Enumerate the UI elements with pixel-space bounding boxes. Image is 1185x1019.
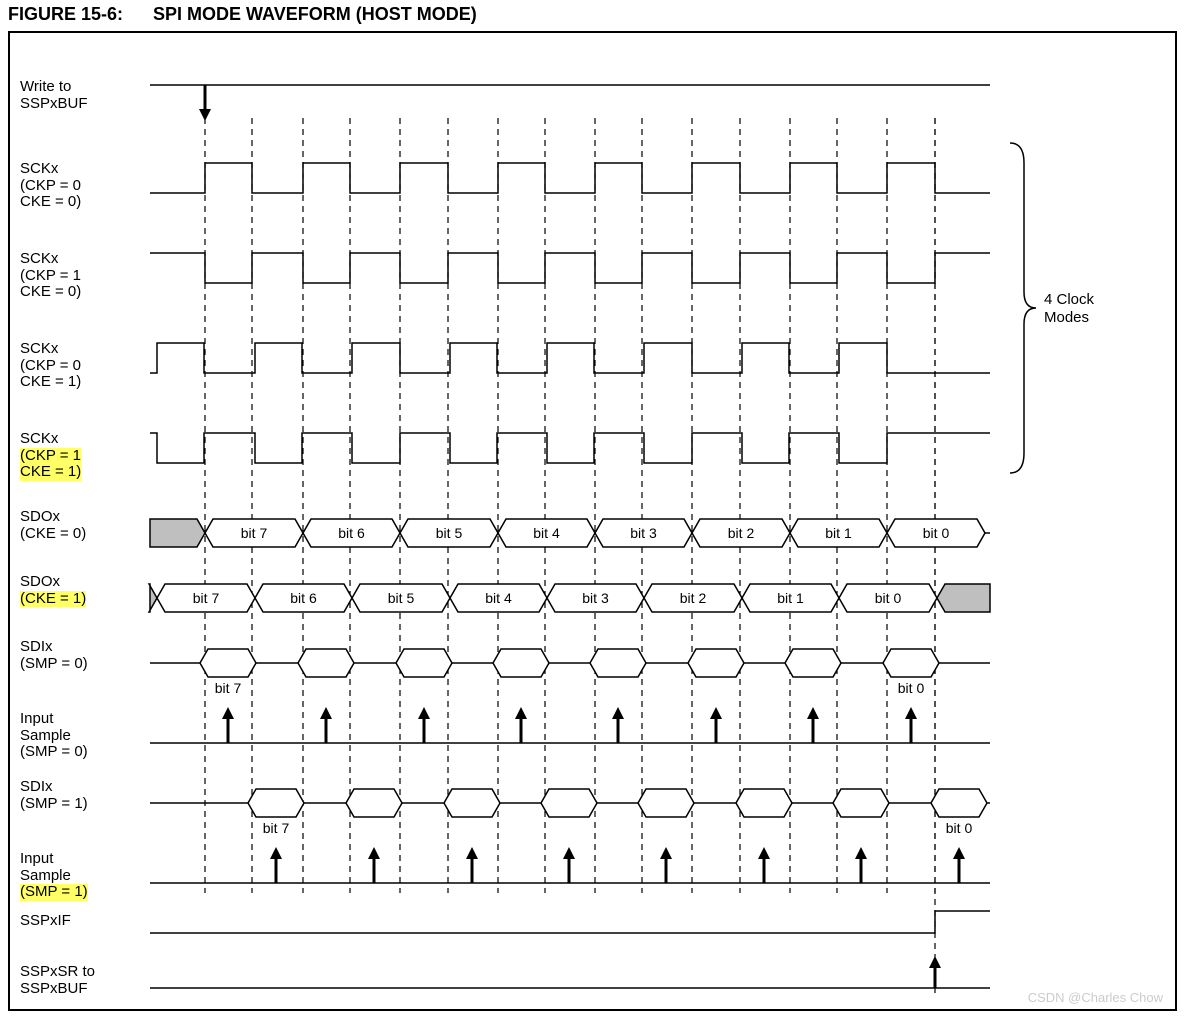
svg-text:bit 3: bit 3 xyxy=(582,590,609,606)
svg-text:bit 7: bit 7 xyxy=(215,680,242,696)
figure-frame: Write toSSPxBUFSCKx(CKP = 0CKE = 0)SCKx(… xyxy=(8,31,1177,1011)
svg-text:bit 1: bit 1 xyxy=(825,525,852,541)
svg-text:bit 6: bit 6 xyxy=(290,590,317,606)
svg-text:bit 5: bit 5 xyxy=(436,525,463,541)
svg-text:bit 6: bit 6 xyxy=(338,525,365,541)
watermark: CSDN @Charles Chow xyxy=(1028,990,1163,1005)
svg-text:bit 3: bit 3 xyxy=(630,525,657,541)
svg-text:bit 0: bit 0 xyxy=(875,590,902,606)
svg-text:bit 5: bit 5 xyxy=(388,590,415,606)
svg-text:bit 4: bit 4 xyxy=(485,590,512,606)
svg-text:bit 2: bit 2 xyxy=(728,525,755,541)
svg-text:bit 7: bit 7 xyxy=(241,525,268,541)
figure-title: FIGURE 15-6: SPI MODE WAVEFORM (HOST MOD… xyxy=(0,0,1185,29)
svg-text:bit 1: bit 1 xyxy=(777,590,804,606)
svg-text:bit 0: bit 0 xyxy=(923,525,950,541)
svg-text:Modes: Modes xyxy=(1044,309,1089,326)
svg-text:4 Clock: 4 Clock xyxy=(1044,291,1095,308)
svg-text:bit 2: bit 2 xyxy=(680,590,707,606)
svg-text:bit 7: bit 7 xyxy=(193,590,220,606)
svg-text:bit 4: bit 4 xyxy=(533,525,560,541)
svg-text:bit 7: bit 7 xyxy=(263,820,290,836)
waveform-svg: bit 7 bit 6 bit 5 bit 4 bit 3 bit 2 bit 1 bit 0… xyxy=(10,33,1170,1009)
svg-text:bit 0: bit 0 xyxy=(898,680,925,696)
figure-caption: SPI MODE WAVEFORM (HOST MODE) xyxy=(153,4,477,24)
figure-number: FIGURE 15-6: xyxy=(8,4,123,24)
svg-text:bit 0: bit 0 xyxy=(946,820,973,836)
